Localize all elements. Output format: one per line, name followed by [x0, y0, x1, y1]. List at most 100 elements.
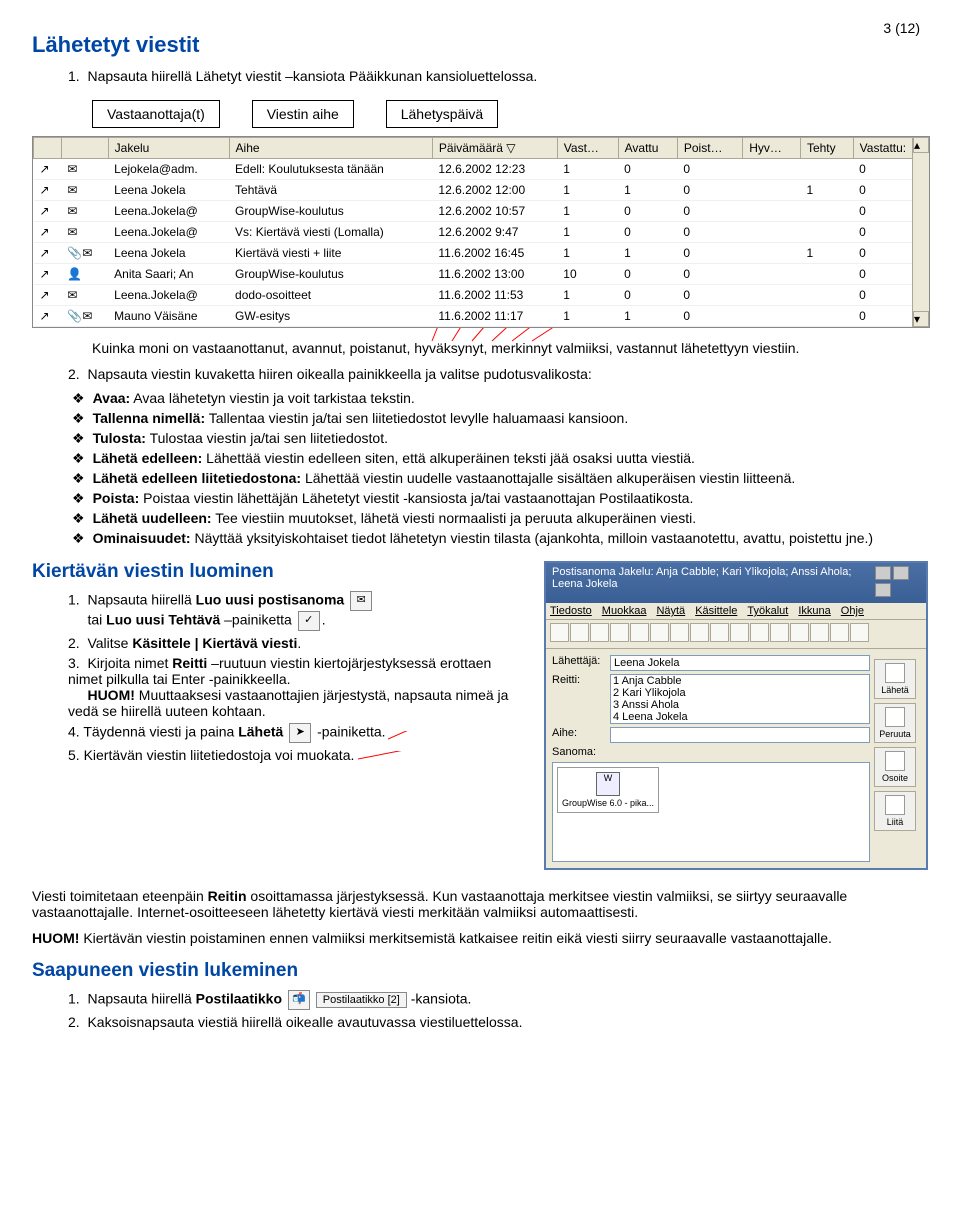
sstep-1: 1. Napsauta hiirellä Postilaatikko 📬 Pos…: [68, 990, 928, 1010]
toolbar-button[interactable]: [610, 623, 629, 642]
window-title: Postisanoma Jakelu: Anja Cabble; Kari Yl…: [552, 566, 873, 600]
toolbar-button[interactable]: [570, 623, 589, 642]
toolbar-button[interactable]: [550, 623, 569, 642]
toolbar-button[interactable]: [730, 623, 749, 642]
sstep-2: 2. Kaksoisnapsauta viestiä hiirellä oike…: [68, 1014, 928, 1030]
table-row[interactable]: ↗📎✉Mauno VäisäneGW-esitys11.6.2002 11:17…: [34, 306, 929, 327]
toolbar-button[interactable]: [670, 623, 689, 642]
compose-window-screenshot: Postisanoma Jakelu: Anja Cabble; Kari Yl…: [544, 561, 928, 870]
table-header[interactable]: Vast…: [557, 138, 618, 159]
kstep-5: 5. Kiertävän viestin liitetiedostoja voi…: [68, 747, 528, 763]
sanoma-label: Sanoma:: [552, 746, 610, 758]
table-row[interactable]: ↗✉Leena.Jokela@Vs: Kiertävä viesti (Loma…: [34, 222, 929, 243]
toolbar-button[interactable]: [590, 623, 609, 642]
table-row[interactable]: ↗👤Anita Saari; AnGroupWise-koulutus11.6.…: [34, 264, 929, 285]
mailbox-folder-button[interactable]: Postilaatikko [2]: [316, 992, 407, 1008]
side-button[interactable]: Peruuta: [874, 703, 916, 743]
message-area[interactable]: W GroupWise 6.0 - pika...: [552, 762, 870, 862]
table-header[interactable]: Hyv…: [743, 138, 801, 159]
kstep-3: 3. Kirjoita nimet Reitti –ruutuun viesti…: [68, 655, 528, 719]
label-vastaanottaja: Vastaanottaja(t): [92, 100, 220, 128]
bullet-item: ❖Tulosta: Tulostaa viestin ja/tai sen li…: [72, 430, 888, 447]
table-row[interactable]: ↗📎✉Leena JokelaKiertävä viesti + liite11…: [34, 243, 929, 264]
toolbar-button[interactable]: [770, 623, 789, 642]
toolbar-button[interactable]: [690, 623, 709, 642]
recipient-item[interactable]: 2 Kari Ylikojola: [611, 687, 869, 699]
heading-saapuneen: Saapuneen viestin lukeminen: [32, 960, 928, 982]
toolbar-button[interactable]: [650, 623, 669, 642]
side-button[interactable]: Lähetä: [874, 659, 916, 699]
from-label: Lähettäjä:: [552, 655, 610, 671]
side-button[interactable]: Liitä: [874, 791, 916, 831]
after-table-text: Kuinka moni on vastaanottanut, avannut, …: [92, 340, 868, 356]
table-header[interactable]: Päivämäärä ▽: [432, 138, 557, 159]
bullet-item: ❖Ominaisuudet: Näyttää yksityiskohtaiset…: [72, 530, 888, 547]
toolbar-button[interactable]: [850, 623, 869, 642]
toolbar-button[interactable]: [750, 623, 769, 642]
kstep-1: 1. Napsauta hiirellä Luo uusi postisanom…: [68, 591, 528, 631]
recipient-item[interactable]: 3 Anssi Ahola: [611, 699, 869, 711]
recipients-listbox[interactable]: 1 Anja Cabble2 Kari Ylikojola3 Anssi Aho…: [610, 674, 870, 724]
bullet-item: ❖Poista: Poistaa viestin lähettäjän Lähe…: [72, 490, 888, 507]
page-number: 3 (12): [883, 20, 920, 36]
context-menu-options: ❖Avaa: Avaa lähetetyn viestin ja voit ta…: [72, 390, 888, 547]
table-header[interactable]: Poist…: [677, 138, 742, 159]
toolbar-button[interactable]: [810, 623, 829, 642]
menu-item[interactable]: Ohje: [841, 605, 864, 617]
scroll-up-icon[interactable]: ▴: [913, 137, 929, 153]
table-header[interactable]: Jakelu: [108, 138, 229, 159]
toolbar-button[interactable]: [790, 623, 809, 642]
maximize-icon[interactable]: [893, 566, 909, 580]
close-icon[interactable]: [875, 583, 891, 597]
table-header[interactable]: Tehty: [800, 138, 853, 159]
menu-item[interactable]: Muokkaa: [602, 605, 647, 617]
toolbar-button[interactable]: [630, 623, 649, 642]
column-label-boxes: Vastaanottaja(t) Viestin aihe Lähetyspäi…: [92, 100, 928, 128]
label-viestin-aihe: Viestin aihe: [252, 100, 354, 128]
after-window-para: Viesti toimitetaan eteenpäin Reitin osoi…: [32, 888, 928, 920]
menu-item[interactable]: Ikkuna: [798, 605, 830, 617]
bullet-item: ❖Lähetä edelleen: Lähettää viestin edell…: [72, 450, 888, 467]
menu-item[interactable]: Käsittele: [695, 605, 737, 617]
huom-2: HUOM! Kiertävän viestin poistaminen enne…: [32, 930, 928, 946]
aihe-label: Aihe:: [552, 727, 610, 743]
bullet-item: ❖Avaa: Avaa lähetetyn viestin ja voit ta…: [72, 390, 888, 407]
table-row[interactable]: ↗✉Lejokela@adm.Edell: Koulutuksesta tänä…: [34, 159, 929, 180]
reitti-label: Reitti:: [552, 674, 610, 724]
sent-messages-table: JakeluAihePäivämäärä ▽Vast…AvattuPoist…H…: [32, 136, 930, 328]
label-lahetyspaiva: Lähetyspäivä: [386, 100, 499, 128]
toolbar-button[interactable]: [830, 623, 849, 642]
menu-item[interactable]: Työkalut: [747, 605, 788, 617]
window-controls[interactable]: [873, 566, 920, 600]
from-field: Leena Jokela: [610, 655, 870, 671]
minimize-icon[interactable]: [875, 566, 891, 580]
heading-lahetetyt: Lähetetyt viestit: [32, 32, 928, 58]
attachment-icon[interactable]: W GroupWise 6.0 - pika...: [557, 767, 659, 813]
aihe-field[interactable]: [610, 727, 870, 743]
toolbar-button[interactable]: [710, 623, 729, 642]
window-menubar[interactable]: Tiedosto Muokkaa Näytä Käsittele Työkalut Ikk…: [546, 603, 926, 620]
send-icon[interactable]: ➤: [289, 723, 311, 743]
new-task-icon[interactable]: ✓: [298, 611, 320, 631]
bullet-item: ❖Lähetä edelleen liitetiedostona: Lähett…: [72, 470, 888, 487]
table-header[interactable]: Aihe: [229, 138, 432, 159]
menu-item[interactable]: Näytä: [656, 605, 685, 617]
table-header[interactable]: [61, 138, 108, 159]
table-row[interactable]: ↗✉Leena.Jokela@GroupWise-koulutus12.6.20…: [34, 201, 929, 222]
bullet-item: ❖Lähetä uudelleen: Tee viestiin muutokse…: [72, 510, 888, 527]
new-mail-icon[interactable]: ✉: [350, 591, 372, 611]
recipient-item[interactable]: 1 Anja Cabble: [611, 675, 869, 687]
side-buttons: LähetäPeruutaOsoiteLiitä: [870, 655, 920, 862]
mailbox-icon[interactable]: 📬: [288, 990, 310, 1010]
table-row[interactable]: ↗✉Leena.Jokela@dodo-osoitteet11.6.2002 1…: [34, 285, 929, 306]
table-header[interactable]: [34, 138, 62, 159]
side-button[interactable]: Osoite: [874, 747, 916, 787]
window-toolbar[interactable]: [546, 620, 926, 649]
scrollbar[interactable]: ▴ ▾: [912, 137, 929, 327]
recipient-item[interactable]: 4 Leena Jokela: [611, 711, 869, 723]
scroll-down-icon[interactable]: ▾: [913, 311, 929, 327]
kstep-4: 4. Täydennä viesti ja paina Lähetä ➤ -pa…: [68, 723, 528, 743]
table-header[interactable]: Avattu: [618, 138, 677, 159]
menu-item[interactable]: Tiedosto: [550, 605, 592, 617]
table-row[interactable]: ↗✉Leena JokelaTehtävä12.6.2002 12:001101…: [34, 180, 929, 201]
